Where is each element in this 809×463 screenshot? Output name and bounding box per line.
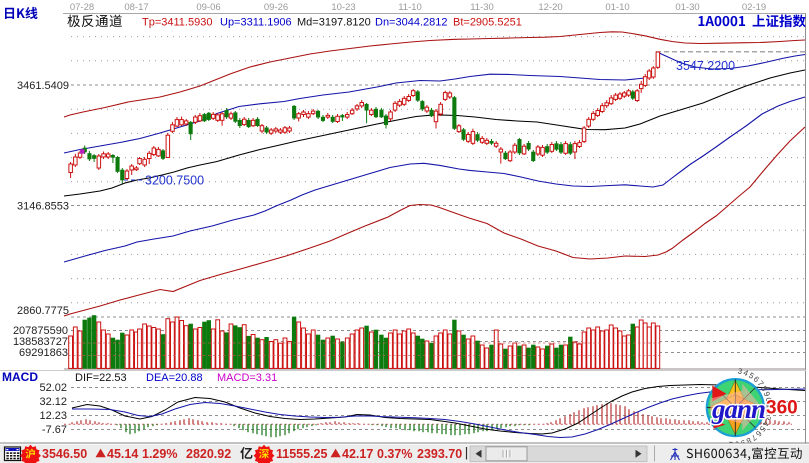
svg-text:DEA=20.88: DEA=20.88: [146, 372, 203, 384]
svg-text:138583727: 138583727: [13, 336, 68, 348]
svg-text:Md=3197.8120: Md=3197.8120: [297, 17, 371, 29]
svg-text:3547.2200: 3547.2200: [676, 59, 735, 73]
svg-text:Bt=2905.5251: Bt=2905.5251: [453, 17, 522, 29]
svg-text:207875590: 207875590: [13, 325, 68, 337]
svg-text:02-19: 02-19: [742, 2, 766, 13]
svg-text:11-10: 11-10: [398, 2, 422, 13]
svg-text:Tp=3411.5930: Tp=3411.5930: [142, 17, 212, 29]
svg-text:3200.7500: 3200.7500: [145, 174, 204, 188]
svg-text:11-30: 11-30: [470, 2, 494, 13]
svg-text:-7.67: -7.67: [42, 424, 67, 436]
svg-text:09-06: 09-06: [196, 2, 220, 13]
svg-text:08-17: 08-17: [124, 2, 148, 13]
svg-text:12-20: 12-20: [538, 2, 562, 13]
svg-text:Up=3311.1906: Up=3311.1906: [220, 17, 292, 29]
svg-text:DIF=22.53: DIF=22.53: [75, 372, 127, 384]
svg-text:10-23: 10-23: [331, 2, 355, 13]
svg-text:52.02: 52.02: [39, 382, 67, 394]
svg-text:MACD=3.31: MACD=3.31: [217, 372, 277, 384]
svg-text:360: 360: [766, 398, 798, 419]
svg-text:07-28: 07-28: [70, 2, 94, 13]
svg-text:01-30: 01-30: [675, 2, 699, 13]
svg-text:Dn=3044.2812: Dn=3044.2812: [375, 17, 447, 29]
svg-text:3146.8553: 3146.8553: [17, 201, 69, 213]
svg-text:gann: gann: [711, 394, 765, 424]
svg-text:01-10: 01-10: [605, 2, 629, 13]
svg-text:3461.5409: 3461.5409: [17, 80, 69, 92]
svg-text:2860.7775: 2860.7775: [17, 305, 69, 317]
svg-text:12.23: 12.23: [39, 410, 67, 422]
svg-text:69291863: 69291863: [19, 347, 68, 359]
svg-text:32.12: 32.12: [39, 396, 67, 408]
svg-text:09-26: 09-26: [264, 2, 288, 13]
svg-text:MACD: MACD: [2, 370, 38, 384]
